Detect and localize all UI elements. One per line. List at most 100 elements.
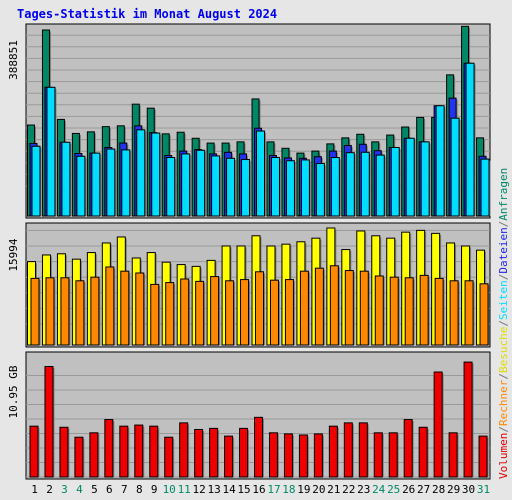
- bar-seiten: [76, 155, 86, 217]
- legend-entry: Volumen: [497, 432, 510, 479]
- bar-seiten: [435, 105, 445, 217]
- bar-volumen: [433, 371, 443, 478]
- bar-seiten: [181, 153, 191, 217]
- bar-rechner: [434, 277, 444, 346]
- bar-seiten: [465, 62, 475, 217]
- bar-seiten: [285, 160, 295, 217]
- y-max-label: 388851: [7, 40, 20, 80]
- bar-volumen: [478, 435, 488, 478]
- bar-seiten: [345, 152, 355, 217]
- bar-rechner: [210, 276, 220, 346]
- bar-seiten: [390, 146, 400, 217]
- x-tick-label: 5: [91, 483, 98, 496]
- bar-rechner: [45, 277, 55, 346]
- bar-volumen: [134, 424, 144, 478]
- bar-rechner: [195, 280, 205, 346]
- bar-volumen: [463, 361, 473, 478]
- x-tick-label: 30: [462, 483, 475, 496]
- bar-volumen: [328, 425, 338, 478]
- x-tick-label: 6: [106, 483, 113, 496]
- bar-seiten: [270, 157, 280, 217]
- bar-rechner: [135, 272, 145, 346]
- x-tick-label: 20: [312, 483, 325, 496]
- bar-volumen: [358, 422, 368, 478]
- legend-entry: /: [497, 273, 510, 281]
- x-tick-label: 31: [477, 483, 490, 496]
- bar-seiten: [196, 149, 206, 217]
- bar-volumen: [179, 422, 189, 478]
- legend-entry: /: [497, 220, 510, 228]
- bar-rechner: [344, 270, 354, 346]
- bar-rechner: [374, 275, 384, 346]
- x-tick-label: 28: [432, 483, 445, 496]
- bar-volumen: [298, 434, 308, 478]
- bar-seiten: [360, 151, 370, 217]
- bar-rechner: [90, 276, 100, 346]
- legend-entry: Anfragen: [497, 167, 510, 221]
- bar-seiten: [211, 155, 221, 217]
- bar-seiten: [106, 148, 116, 217]
- bar-volumen: [268, 432, 278, 478]
- bar-volumen: [59, 426, 69, 478]
- x-tick-label: 7: [121, 483, 128, 496]
- bar-seiten: [375, 154, 385, 217]
- bar-volumen: [403, 419, 413, 478]
- bar-seiten: [480, 158, 490, 217]
- bar-rechner: [479, 283, 489, 346]
- bar-volumen: [74, 436, 84, 478]
- bar-rechner: [314, 267, 324, 346]
- bar-seiten: [31, 145, 41, 217]
- legend-entry: /: [497, 426, 510, 433]
- bar-volumen: [224, 435, 234, 478]
- x-tick-label: 22: [342, 483, 355, 496]
- legend-text: Volumen/Rechner/Besuche/Seiten/Dateien/A…: [497, 163, 510, 479]
- x-tick-label: 27: [417, 483, 430, 496]
- bar-seiten: [241, 159, 251, 217]
- bar-volumen: [104, 419, 114, 478]
- y-max-label: 15994: [7, 238, 20, 271]
- bar-seiten: [300, 159, 310, 217]
- bar-volumen: [343, 422, 353, 478]
- side-legend: Volumen/Rechner/Besuche/Seiten/Dateien/A…: [493, 163, 512, 479]
- bar-rechner: [150, 283, 160, 346]
- bar-seiten: [405, 137, 415, 217]
- bar-rechner: [389, 276, 399, 346]
- bar-volumen: [283, 433, 293, 478]
- bar-seiten: [151, 132, 161, 217]
- bar-rechner: [180, 278, 190, 346]
- x-tick-label: 29: [447, 483, 460, 496]
- bar-rechner: [299, 270, 309, 346]
- bar-rechner: [359, 270, 369, 346]
- x-tick-label: 2: [46, 483, 53, 496]
- x-tick-label: 10: [163, 483, 176, 496]
- bar-volumen: [194, 428, 204, 478]
- bar-volumen: [44, 365, 54, 478]
- page-title: Tages-Statistik im Monat August 2024: [17, 7, 278, 21]
- bar-volumen: [164, 436, 174, 478]
- x-tick-label: 1: [31, 483, 38, 496]
- x-tick-label: 13: [207, 483, 220, 496]
- x-tick-label: 8: [136, 483, 143, 496]
- x-tick-label: 16: [252, 483, 265, 496]
- bar-rechner: [225, 280, 235, 346]
- bar-seiten: [136, 129, 146, 217]
- bar-seiten: [315, 163, 325, 217]
- legend-entry: Rechner: [497, 379, 510, 427]
- bar-seiten: [226, 157, 236, 217]
- bar-rechner: [284, 279, 294, 346]
- bar-volumen: [254, 416, 264, 478]
- legend-entry: Seiten: [497, 280, 510, 321]
- bar-volumen: [373, 432, 383, 478]
- bar-rechner: [404, 277, 414, 346]
- legend-entry: Dateien: [497, 227, 510, 274]
- x-tick-label: 17: [267, 483, 280, 496]
- bar-volumen: [119, 425, 129, 478]
- bar-seiten: [61, 141, 71, 217]
- bar-volumen: [448, 432, 458, 478]
- x-tick-label: 18: [282, 483, 295, 496]
- bar-rechner: [120, 270, 130, 346]
- legend-entry: Besuche: [497, 326, 510, 374]
- bar-rechner: [165, 282, 175, 346]
- bar-seiten: [46, 86, 56, 217]
